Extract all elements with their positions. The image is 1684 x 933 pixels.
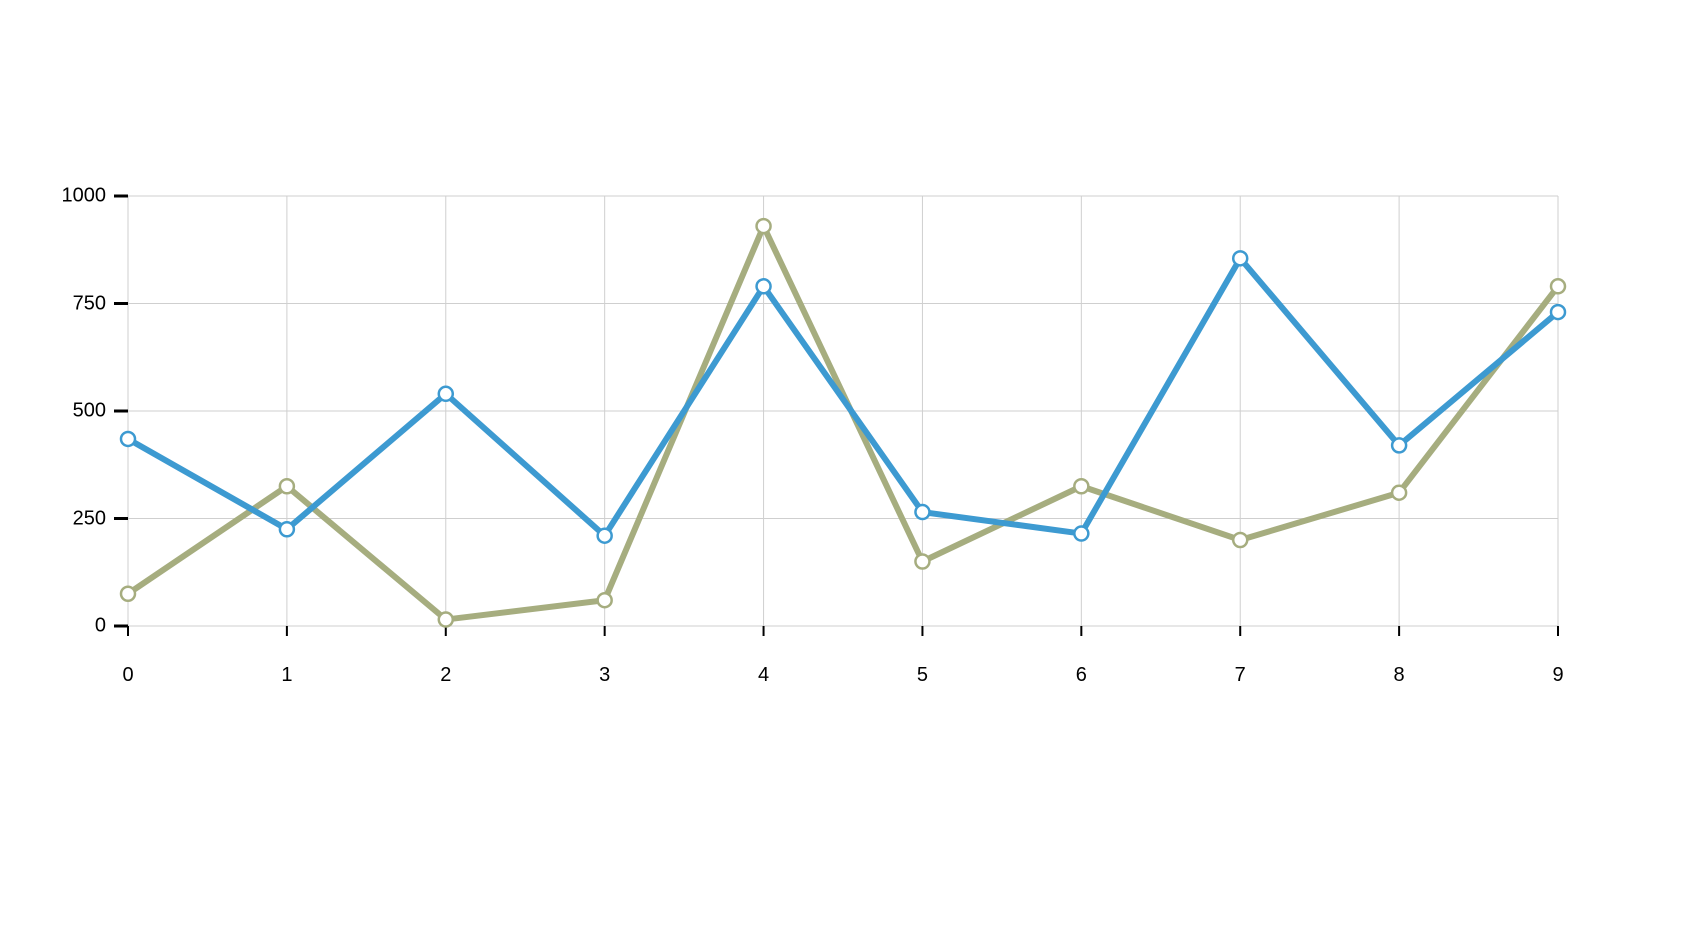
x-axis-label: 7 [1235,664,1246,687]
x-axis-label: 3 [599,664,610,687]
marker-series-b [1233,533,1247,547]
marker-series-a [1551,305,1565,319]
marker-series-b [757,219,771,233]
x-axis-label: 8 [1394,664,1405,687]
marker-series-a [121,432,135,446]
marker-series-a [1074,527,1088,541]
x-ticks [128,626,1558,636]
marker-series-b [915,555,929,569]
y-axis-label: 1000 [62,185,107,208]
y-axis-label: 250 [73,507,106,530]
marker-series-a [439,387,453,401]
marker-series-a [280,522,294,536]
marker-series-a [598,529,612,543]
y-ticks [114,196,128,626]
marker-series-b [1074,479,1088,493]
marker-series-b [121,587,135,601]
line-series-a [128,258,1558,535]
y-axis-label: 500 [73,400,106,423]
marker-series-b [439,613,453,627]
y-axis-label: 750 [73,292,106,315]
x-axis-label: 4 [758,664,769,687]
marker-series-a [757,279,771,293]
marker-series-a [915,505,929,519]
x-axis-label: 6 [1076,664,1087,687]
x-axis-label: 2 [440,664,451,687]
x-axis-label: 9 [1552,664,1563,687]
line-chart: 0 250 500 750 1000 0 1 2 3 4 5 6 7 8 9 [0,0,1684,928]
marker-series-a [1233,251,1247,265]
x-axis-label: 1 [281,664,292,687]
x-axis-label: 5 [917,664,928,687]
marker-series-b [598,593,612,607]
marker-series-b [1392,486,1406,500]
marker-series-a [1392,438,1406,452]
x-axis-label: 0 [122,664,133,687]
marker-series-b [1551,279,1565,293]
series-lines [128,226,1558,619]
marker-series-b [280,479,294,493]
line-series-b [128,226,1558,619]
series-markers [121,219,1565,626]
y-axis-label: 0 [95,615,106,638]
grid [128,196,1558,626]
chart-svg [0,0,1684,928]
